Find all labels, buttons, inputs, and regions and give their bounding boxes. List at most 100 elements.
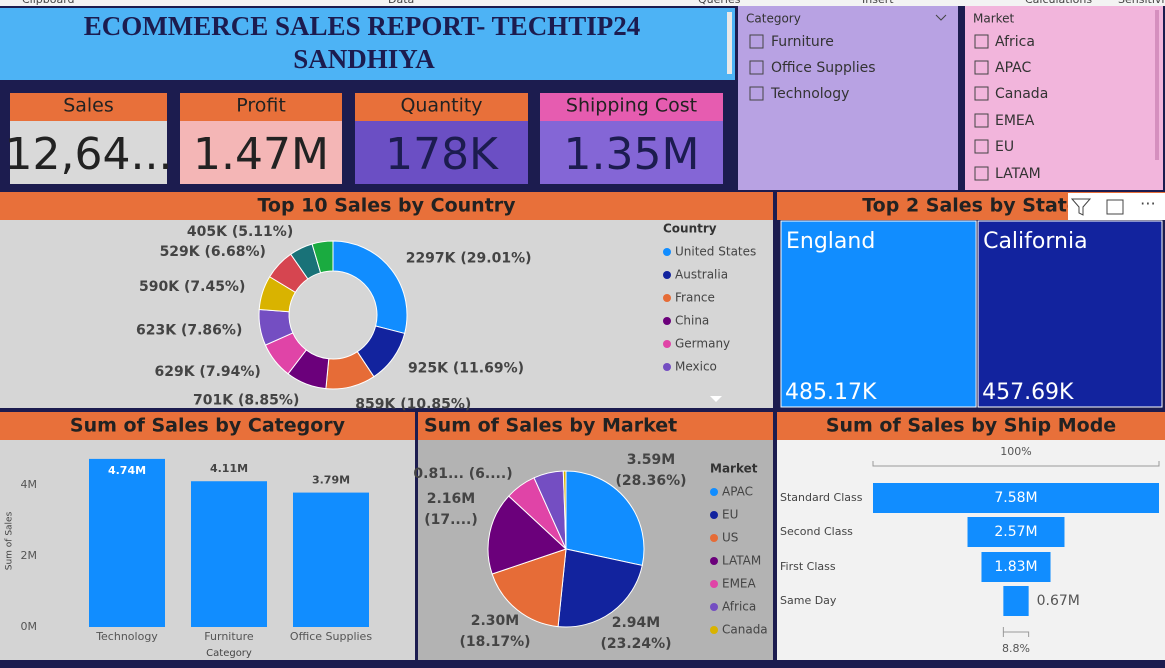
funnel-bar xyxy=(981,552,1051,582)
slicer-scrollbar xyxy=(1155,10,1159,160)
slicer-item: Furniture xyxy=(771,34,834,50)
data-label: (18.17%) xyxy=(459,634,530,650)
x-tick-label: Furniture xyxy=(204,630,254,643)
checkbox[interactable] xyxy=(974,113,989,128)
checkbox[interactable] xyxy=(974,139,989,154)
data-label: 2.30M xyxy=(471,613,519,629)
data-label: 3.79M xyxy=(312,474,350,487)
legend-label: LATAM xyxy=(722,554,761,568)
checkbox[interactable] xyxy=(749,34,764,49)
panel-header xyxy=(418,412,773,440)
more-icon[interactable]: ⋯ xyxy=(1140,194,1156,213)
checkbox[interactable] xyxy=(974,60,989,75)
ribbon xyxy=(0,0,1165,6)
pie-slice xyxy=(562,470,567,550)
legend-marker xyxy=(663,294,671,302)
slicer-item: Office Supplies xyxy=(771,60,876,76)
bar xyxy=(293,492,369,627)
data-label: 0.81... (6....) xyxy=(413,466,512,482)
data-label: 7.58M xyxy=(994,490,1037,506)
slicer-item: Africa xyxy=(995,34,1035,50)
treemap-tile xyxy=(977,220,1163,408)
kpi-body xyxy=(180,121,342,184)
pie-slice xyxy=(487,495,567,575)
ribbon-label: Insert xyxy=(862,0,894,6)
legend-label: Mexico xyxy=(675,360,717,374)
category-label: Same Day xyxy=(780,594,837,607)
panel-title: Top 2 Sales by State xyxy=(862,195,1080,217)
slicer-item: EMEA xyxy=(995,113,1035,129)
legend-marker xyxy=(710,557,718,565)
legend-marker xyxy=(710,626,718,634)
pie-slice xyxy=(491,548,567,628)
legend-label: Canada xyxy=(722,623,768,637)
kpi-value: 178K xyxy=(385,129,499,180)
legend-label: EU xyxy=(722,508,738,522)
checkbox[interactable] xyxy=(974,34,989,49)
kpi-header xyxy=(540,93,723,121)
x-tick-label: Office Supplies xyxy=(290,630,372,643)
slicer-item: EU xyxy=(995,139,1014,155)
slicer-title: Market xyxy=(973,12,1015,26)
kpi-value: 12,64... xyxy=(5,129,173,180)
kpi-header xyxy=(180,93,342,121)
kpi-value: 1.35M xyxy=(564,129,700,180)
checkbox[interactable] xyxy=(974,86,989,101)
panel-title: Sum of Sales by Category xyxy=(70,415,346,437)
data-label: 3.59M xyxy=(627,452,675,468)
tile-value: 485.17K xyxy=(785,380,877,405)
bar xyxy=(191,481,267,627)
funnel-bar xyxy=(967,517,1065,547)
kpi-header xyxy=(10,93,167,121)
filter-icon[interactable] xyxy=(1070,198,1092,216)
slicer xyxy=(738,6,958,190)
data-label: 2297K (29.01%) xyxy=(406,251,532,267)
data-label: (17....) xyxy=(424,512,478,528)
panel-title: Sum of Sales by Ship Mode xyxy=(826,415,1116,437)
kpi-body xyxy=(355,121,528,184)
kpi-label: Quantity xyxy=(400,95,482,117)
data-label: 2.57M xyxy=(994,524,1037,540)
bar xyxy=(89,458,165,627)
legend-label: China xyxy=(675,314,709,328)
funnel-bar xyxy=(873,483,1159,513)
visual-header-icons xyxy=(1068,193,1165,220)
checkbox[interactable] xyxy=(974,166,989,181)
category-label: First Class xyxy=(780,560,836,573)
checkbox[interactable] xyxy=(749,86,764,101)
pie-slice xyxy=(565,470,645,567)
ribbon-label: Clipboard xyxy=(22,0,75,6)
data-label: 4.11M xyxy=(210,462,248,475)
legend-marker xyxy=(710,603,718,611)
legend-scroll[interactable] xyxy=(710,396,722,402)
panel-title: Top 10 Sales by Country xyxy=(257,195,516,217)
slicer xyxy=(965,6,1163,190)
category-label: Standard Class xyxy=(780,491,863,504)
data-label: 0.67M xyxy=(1037,593,1080,609)
kpi-body xyxy=(540,121,723,184)
data-label: 590K (7.45%) xyxy=(139,279,245,295)
focus-icon[interactable] xyxy=(1106,199,1124,215)
kpi-label: Shipping Cost xyxy=(566,95,697,117)
funnel-bottom-label: 8.8% xyxy=(1002,642,1030,655)
funnel-top-label: 100% xyxy=(1000,445,1031,458)
data-label: 1.83M xyxy=(994,559,1037,575)
treemap-tile xyxy=(780,220,977,408)
legend-label: EMEA xyxy=(722,577,757,591)
ribbon-label: Data xyxy=(388,0,414,6)
data-label: 2.94M xyxy=(612,615,660,631)
slicer-item: Canada xyxy=(995,86,1048,102)
legend-label: Germany xyxy=(675,337,730,351)
legend-marker xyxy=(710,580,718,588)
slicer-title: Category xyxy=(746,12,801,26)
x-tick-label: Technology xyxy=(95,630,158,643)
legend-label: United States xyxy=(675,245,756,259)
chevron[interactable] xyxy=(935,14,947,21)
panel-title: Sum of Sales by Market xyxy=(424,415,677,437)
y-tick-label: 0M xyxy=(21,620,38,633)
checkbox[interactable] xyxy=(749,60,764,75)
tile-label: England xyxy=(786,229,875,254)
legend-label: Africa xyxy=(722,600,756,614)
